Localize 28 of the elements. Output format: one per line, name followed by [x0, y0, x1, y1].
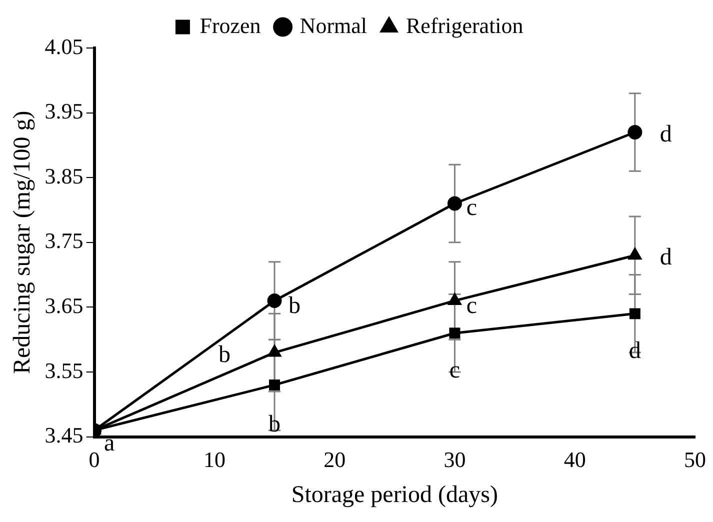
- annotation: b: [268, 411, 281, 438]
- annotation: c: [449, 357, 460, 384]
- y-tick-label: 3.45: [44, 422, 84, 448]
- x-tick-label: 50: [684, 446, 706, 472]
- y-tick-label: 4.05: [44, 34, 84, 59]
- annotation: b: [288, 293, 301, 320]
- y-tick-label: 3.65: [44, 292, 84, 318]
- annotation: a: [104, 430, 115, 457]
- annotation: b: [218, 342, 231, 368]
- legend-label: Frozen: [200, 12, 261, 38]
- x-tick-label: 30: [444, 446, 466, 472]
- y-tick-label: 3.95: [44, 98, 84, 124]
- annotation: c: [466, 293, 478, 320]
- x-tick-label: 40: [564, 446, 586, 472]
- y-tick-label: 3.55: [44, 358, 84, 383]
- y-axis-title: Reducing sugar (mg/100 g): [10, 110, 36, 374]
- annotation: d: [628, 338, 641, 364]
- annotation: c: [466, 194, 478, 221]
- y-tick-label: 3.85: [44, 163, 84, 188]
- x-axis-title: Storage period (days): [291, 482, 498, 508]
- annotation: d: [660, 122, 672, 148]
- x-tick-label: 0: [88, 446, 100, 472]
- x-tick-label: 10: [203, 446, 226, 472]
- legend-label: Normal: [300, 12, 368, 38]
- annotation: d: [660, 244, 672, 271]
- legend-label: Refrigeration: [406, 12, 524, 38]
- y-tick-label: 3.75: [44, 228, 84, 254]
- x-tick-label: 20: [324, 446, 346, 472]
